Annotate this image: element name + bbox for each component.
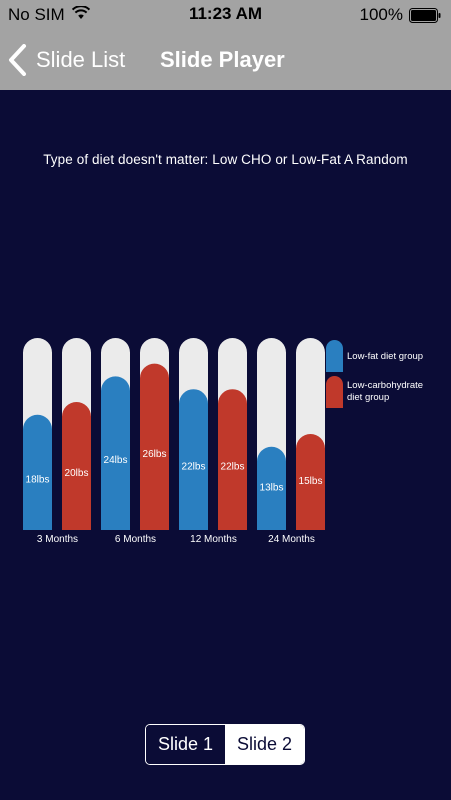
low-fat-bar [101, 376, 130, 530]
bar-value-label: 26lbs [143, 449, 167, 460]
carrier-label: No SIM [8, 5, 65, 24]
slide-segmented-control: Slide 1 Slide 2 [145, 724, 305, 765]
low-carb-bar [218, 389, 247, 530]
back-button-label: Slide List [36, 47, 126, 72]
bar-value-label: 22lbs [182, 462, 206, 473]
bar-chart: 18lbs 20lbs 3 Months 24lbs 26lbs 6 Months 22lb… [23, 338, 325, 545]
bar-value-label: 22lbs [221, 462, 245, 473]
bar-value-label: 18lbs [26, 474, 50, 485]
low-carb-bar [140, 363, 169, 530]
category-label: 6 Months [115, 534, 156, 545]
category-label: 24 Months [268, 534, 315, 545]
battery-percentage: 100% [359, 5, 403, 24]
slide-1-segment[interactable]: Slide 1 [146, 725, 225, 764]
low-fat-bar [179, 389, 208, 530]
battery-icon [409, 8, 441, 23]
category-label: 12 Months [190, 534, 237, 545]
low-carb-bar [296, 434, 325, 530]
page-title: Slide Player [160, 47, 285, 72]
low-carb-bar [62, 402, 91, 530]
slide-heading: Type of diet doesn't matter: Low CHO or … [43, 152, 408, 167]
legend-item-low-carb: Low-carbohydrate diet group [326, 374, 441, 408]
legend-swatch-low-fat [326, 340, 343, 372]
navigation-bar: Slide List Slide Player [0, 30, 451, 90]
slide-canvas: Type of diet doesn't matter: Low CHO or … [0, 90, 451, 800]
chart-legend: Low-fat diet group Low-carbohydrate diet… [326, 340, 441, 408]
low-fat-bar [257, 446, 286, 530]
bar-value-label: 15lbs [299, 476, 323, 487]
legend-item-low-fat: Low-fat diet group [326, 340, 441, 374]
category-label: 3 Months [37, 534, 78, 545]
legend-label-low-fat: Low-fat diet group [347, 351, 424, 362]
bar-value-label: 13lbs [260, 482, 284, 493]
back-button[interactable]: Slide List [8, 43, 125, 77]
clock: 11:23 AM [188, 4, 263, 23]
wifi-icon [72, 6, 90, 19]
low-fat-bar [23, 414, 52, 530]
bar-value-label: 24lbs [104, 455, 128, 466]
legend-swatch-low-carb [326, 376, 343, 408]
bar-value-label: 20lbs [65, 468, 89, 479]
slide-2-segment[interactable]: Slide 2 [225, 725, 304, 764]
status-bar: No SIM 11:23 AM 100% [0, 0, 451, 30]
chevron-left-icon [9, 44, 26, 76]
legend-label-low-carb: Low-carbohydrate diet group [347, 380, 424, 403]
